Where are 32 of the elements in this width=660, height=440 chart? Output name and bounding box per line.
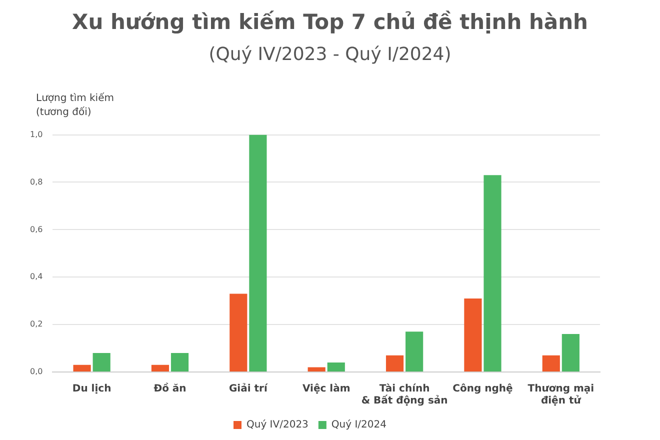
y-tick-label: 0,4 — [30, 272, 43, 282]
bar — [308, 367, 326, 372]
bar — [562, 334, 580, 372]
bar — [327, 362, 345, 372]
y-tick-label: 0,2 — [30, 320, 43, 329]
y-tick-label: 0,6 — [30, 224, 43, 234]
bar — [73, 364, 91, 372]
y-tick-label: 0,0 — [30, 367, 43, 376]
bar — [92, 353, 110, 372]
chart-subtitle: (Quý IV/2023 - Quý I/2024) — [208, 44, 452, 65]
y-tick-label: 1,0 — [30, 130, 43, 139]
x-tick-label: Đồ ăn — [154, 382, 186, 395]
bar — [249, 134, 267, 372]
bar — [230, 294, 248, 372]
bar — [170, 353, 189, 372]
chart-title: Xu hướng tìm kiếm Top 7 chủ đề thịnh hành — [71, 10, 589, 34]
x-tick-label: Việc làm — [302, 384, 350, 395]
legend-label: Quý IV/2023 — [246, 420, 308, 431]
bar — [406, 332, 424, 372]
bar — [464, 298, 482, 372]
bar — [151, 364, 170, 372]
x-tick-label: Thương mại điện tử — [528, 384, 594, 407]
bar — [386, 355, 404, 372]
x-tick-label: Tài chính & Bất động sản — [361, 384, 448, 407]
y-axis-title: Lượng tìm kiếm (tương đối) — [36, 92, 114, 120]
x-tick-label: Giải trí — [228, 382, 268, 395]
legend-label: Quý I/2024 — [331, 420, 386, 431]
x-tick-label: Công nghệ — [452, 384, 514, 395]
bar — [484, 175, 502, 372]
x-tick-label: Du lịch — [72, 384, 112, 395]
bar — [542, 355, 560, 372]
y-tick-label: 0,8 — [30, 177, 43, 186]
